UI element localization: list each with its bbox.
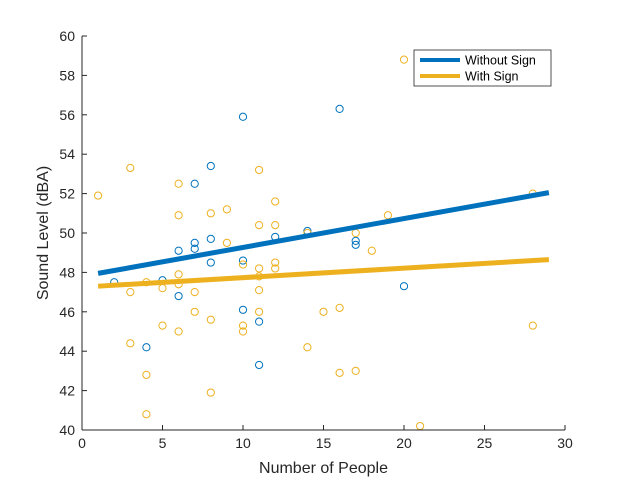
point-series-1-2 xyxy=(126,288,135,297)
y-tick-label: 52 xyxy=(59,186,75,202)
point-series-0-11 xyxy=(238,112,248,121)
fit-line-series-1 xyxy=(97,257,550,289)
point-series-1-25 xyxy=(255,221,264,230)
point-series-0-1 xyxy=(142,343,151,352)
point-series-0-3 xyxy=(174,246,183,255)
point-series-1-18 xyxy=(206,388,215,397)
point-series-1-9 xyxy=(174,179,183,188)
point-series-1-40 xyxy=(351,366,360,375)
point-series-1-22 xyxy=(238,321,248,330)
x-tick-label: 5 xyxy=(159,435,167,451)
point-series-1-46 xyxy=(528,321,537,330)
y-tick-label: 48 xyxy=(59,264,75,280)
point-series-1-0 xyxy=(94,191,103,200)
point-series-1-19 xyxy=(222,205,231,214)
point-series-0-18 xyxy=(335,104,344,113)
x-tick-label: 25 xyxy=(477,435,493,451)
point-series-1-26 xyxy=(255,264,264,273)
y-tick-label: 46 xyxy=(59,304,75,320)
y-tick-label: 60 xyxy=(59,28,75,44)
point-series-1-3 xyxy=(126,339,135,348)
point-series-1-13 xyxy=(174,327,183,336)
point-series-1-38 xyxy=(335,368,344,377)
y-tick-label: 40 xyxy=(59,422,75,438)
point-series-1-32 xyxy=(271,258,280,267)
legend: Without Sign With Sign xyxy=(413,49,552,87)
point-series-0-6 xyxy=(190,238,199,247)
point-series-1-6 xyxy=(142,410,151,419)
point-series-1-21 xyxy=(238,260,248,269)
y-tick-label: 54 xyxy=(59,146,75,162)
point-series-1-37 xyxy=(335,303,344,312)
point-series-0-7 xyxy=(190,244,199,253)
legend-entry-without-sign: Without Sign xyxy=(465,54,536,68)
x-tick-label: 20 xyxy=(396,435,412,451)
point-series-0-9 xyxy=(206,234,215,244)
point-series-0-21 xyxy=(399,282,409,291)
point-series-0-14 xyxy=(255,317,264,326)
point-series-1-8 xyxy=(158,321,167,330)
point-series-1-24 xyxy=(255,165,264,175)
point-series-0-8 xyxy=(206,161,215,171)
point-series-1-5 xyxy=(142,370,151,379)
point-series-1-11 xyxy=(174,270,183,279)
point-series-1-23 xyxy=(238,327,248,336)
fit-line-series-0 xyxy=(97,190,550,276)
point-series-1-10 xyxy=(174,211,183,220)
point-series-1-16 xyxy=(206,209,215,218)
y-tick-label: 56 xyxy=(59,107,75,123)
point-series-1-29 xyxy=(255,307,264,316)
x-tick-label: 30 xyxy=(557,435,573,451)
point-series-1-15 xyxy=(190,307,199,316)
point-series-0-5 xyxy=(190,179,199,188)
fit-lines-layer xyxy=(97,190,550,289)
point-series-1-43 xyxy=(399,55,409,64)
point-series-1-31 xyxy=(271,221,280,230)
point-series-0-10 xyxy=(206,258,215,267)
point-series-0-13 xyxy=(238,305,248,314)
x-axis-label: Number of People xyxy=(259,460,388,477)
point-series-0-20 xyxy=(351,240,360,249)
point-series-0-19 xyxy=(351,236,360,245)
point-series-1-17 xyxy=(206,315,215,324)
legend-entry-with-sign: With Sign xyxy=(465,70,519,84)
point-series-1-14 xyxy=(190,288,199,297)
point-series-0-12 xyxy=(238,256,248,265)
y-axis-label: Sound Level (dBA) xyxy=(35,166,52,300)
y-tick-label: 44 xyxy=(59,343,75,359)
legend-box xyxy=(413,49,552,87)
y-tick-label: 58 xyxy=(59,67,75,83)
point-series-1-33 xyxy=(271,264,280,273)
x-tick-label: 10 xyxy=(235,435,251,451)
y-tick-label: 50 xyxy=(59,225,75,241)
x-tick-label: 15 xyxy=(316,435,332,451)
point-series-1-41 xyxy=(367,246,376,255)
point-series-1-36 xyxy=(319,307,328,316)
point-series-0-4 xyxy=(174,291,183,301)
point-series-1-35 xyxy=(303,343,312,352)
point-series-1-42 xyxy=(383,211,392,220)
point-series-1-30 xyxy=(271,197,280,206)
point-series-1-20 xyxy=(222,238,231,247)
y-tick-label: 42 xyxy=(59,383,75,399)
point-series-1-28 xyxy=(255,286,264,295)
point-series-1-1 xyxy=(126,163,135,173)
point-series-0-15 xyxy=(255,360,264,370)
x-tick-label: 0 xyxy=(78,435,86,451)
ticks-layer: 0 5 10 15 20 25 30 40 42 44 46 48 50 52 54 56 58 60 xyxy=(59,28,573,451)
